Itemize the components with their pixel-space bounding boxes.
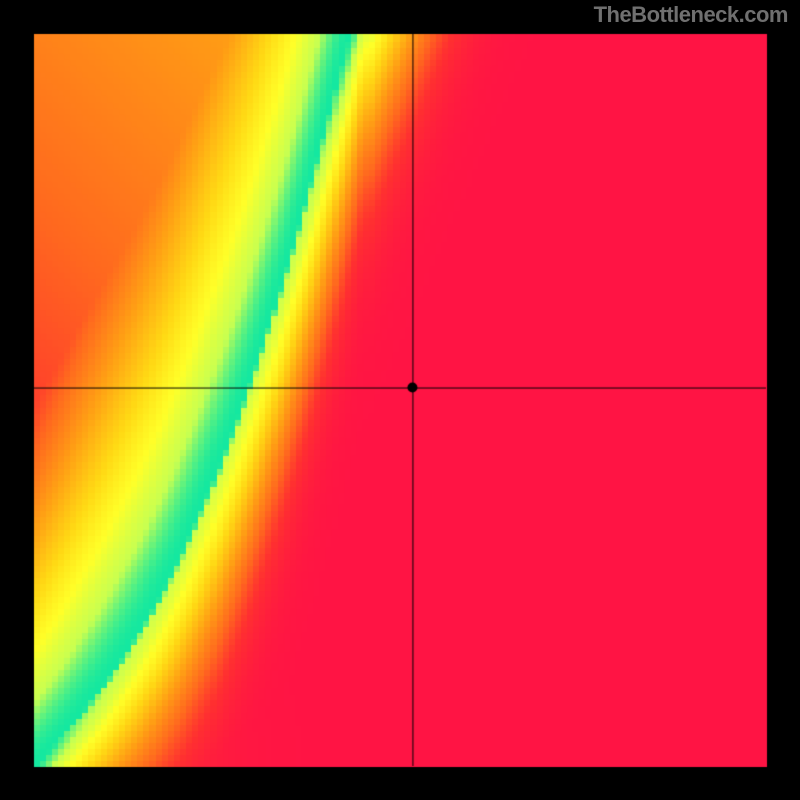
watermark-text: TheBottleneck.com [594,2,788,28]
figure-container: TheBottleneck.com [0,0,800,800]
heatmap-canvas [0,0,800,800]
